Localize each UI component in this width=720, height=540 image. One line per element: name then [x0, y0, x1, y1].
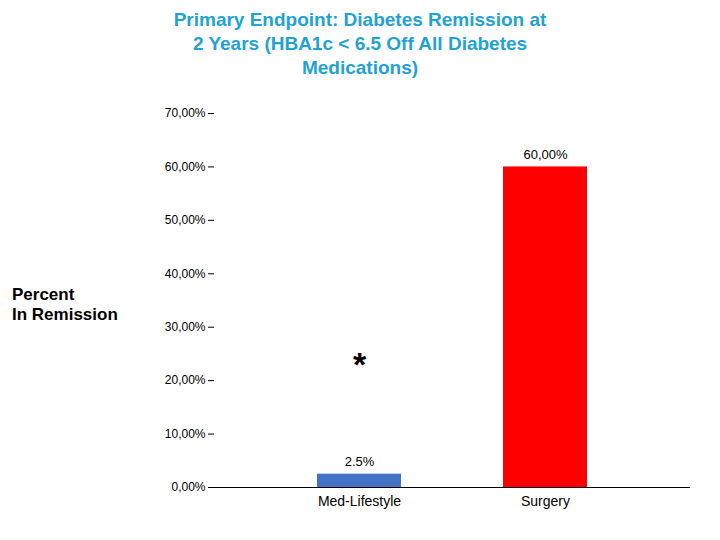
- svg-text:Surgery: Surgery: [521, 494, 570, 510]
- svg-text:20,00%: 20,00%: [165, 374, 206, 388]
- svg-text:50,00%: 50,00%: [165, 213, 206, 227]
- svg-text:2.5%: 2.5%: [345, 455, 375, 470]
- svg-text:40,00%: 40,00%: [165, 267, 206, 281]
- html-text:Percent In Remission: Percent In Remission: [12, 285, 118, 325]
- html-text:Primary Endpoint: Diabetes Rem: Primary Endpoint: Diabetes Remission at …: [173, 9, 547, 78]
- svg-text:Med-Lifestyle: Med-Lifestyle: [318, 494, 401, 510]
- svg-text:10,00%: 10,00%: [165, 427, 206, 441]
- svg-text:60,00%: 60,00%: [165, 160, 206, 174]
- svg-text:30,00%: 30,00%: [165, 320, 206, 334]
- svg-text:70,00%: 70,00%: [165, 107, 206, 121]
- svg-text:*: *: [353, 345, 367, 383]
- svg-text:0,00%: 0,00%: [171, 481, 205, 495]
- svg-text:60,00%: 60,00%: [523, 147, 568, 162]
